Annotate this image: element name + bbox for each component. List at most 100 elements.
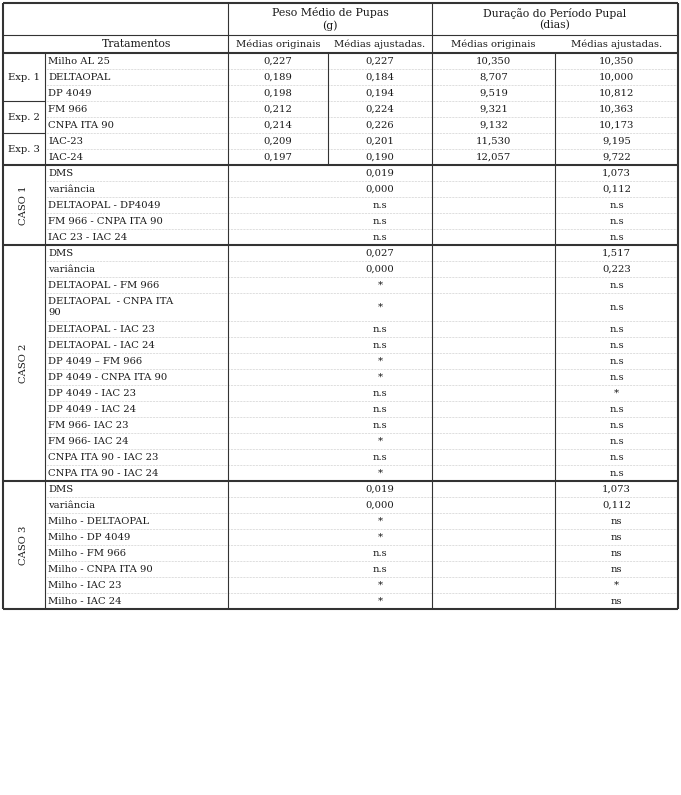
- Text: Milho - IAC 24: Milho - IAC 24: [48, 596, 122, 606]
- Text: 9,519: 9,519: [479, 88, 508, 98]
- Text: n.s: n.s: [609, 421, 624, 429]
- Text: 0,227: 0,227: [366, 56, 394, 65]
- Text: Peso Médio de Pupas
(g): Peso Médio de Pupas (g): [272, 7, 388, 31]
- Text: 1,073: 1,073: [602, 169, 631, 177]
- Text: Milho AL 25: Milho AL 25: [48, 56, 110, 65]
- Text: DELTAOPAL - DP4049: DELTAOPAL - DP4049: [48, 200, 161, 210]
- Text: 0,223: 0,223: [602, 265, 631, 273]
- Text: n.s: n.s: [373, 232, 387, 242]
- Text: n.s: n.s: [609, 452, 624, 462]
- Text: DELTAOPAL - IAC 24: DELTAOPAL - IAC 24: [48, 340, 155, 350]
- Text: DMS: DMS: [48, 484, 73, 494]
- Text: variância: variância: [48, 265, 95, 273]
- Text: 10,812: 10,812: [599, 88, 634, 98]
- Text: 10,363: 10,363: [599, 104, 634, 114]
- Text: Milho - DP 4049: Milho - DP 4049: [48, 533, 130, 541]
- Text: n.s: n.s: [609, 216, 624, 226]
- Text: 0,224: 0,224: [366, 104, 394, 114]
- Text: CASO 1: CASO 1: [20, 185, 29, 225]
- Text: CASO 3: CASO 3: [20, 525, 29, 564]
- Text: 0,000: 0,000: [366, 501, 394, 510]
- Text: FM 966 - CNPA ITA 90: FM 966 - CNPA ITA 90: [48, 216, 163, 226]
- Text: *: *: [377, 281, 383, 289]
- Text: 0,226: 0,226: [366, 121, 394, 130]
- Text: 9,132: 9,132: [479, 121, 508, 130]
- Text: 12,057: 12,057: [476, 153, 511, 161]
- Text: n.s: n.s: [609, 303, 624, 312]
- Text: CNPA ITA 90: CNPA ITA 90: [48, 121, 114, 130]
- Text: 10,173: 10,173: [599, 121, 634, 130]
- Text: DP 4049 - CNPA ITA 90: DP 4049 - CNPA ITA 90: [48, 373, 168, 382]
- Text: IAC 23 - IAC 24: IAC 23 - IAC 24: [48, 232, 127, 242]
- Text: 0,189: 0,189: [264, 72, 292, 82]
- Text: DP 4049 – FM 966: DP 4049 – FM 966: [48, 356, 142, 366]
- Text: 0,227: 0,227: [264, 56, 292, 65]
- Text: 0,212: 0,212: [264, 104, 292, 114]
- Text: 9,321: 9,321: [479, 104, 508, 114]
- Text: Milho - FM 966: Milho - FM 966: [48, 549, 126, 557]
- Text: 1,073: 1,073: [602, 484, 631, 494]
- Text: 0,112: 0,112: [602, 184, 631, 193]
- Text: n.s: n.s: [373, 389, 387, 398]
- Text: Milho - DELTAOPAL: Milho - DELTAOPAL: [48, 517, 149, 525]
- Text: IAC-24: IAC-24: [48, 153, 83, 161]
- Text: ns: ns: [611, 549, 622, 557]
- Text: n.s: n.s: [373, 564, 387, 573]
- Text: n.s: n.s: [373, 452, 387, 462]
- Text: 0,027: 0,027: [366, 249, 394, 258]
- Text: variância: variância: [48, 184, 95, 193]
- Text: DELTAOPAL - FM 966: DELTAOPAL - FM 966: [48, 281, 159, 289]
- Text: *: *: [377, 468, 383, 478]
- Text: 0,201: 0,201: [366, 137, 394, 145]
- Text: DMS: DMS: [48, 249, 73, 258]
- Text: n.s: n.s: [609, 200, 624, 210]
- Text: n.s: n.s: [609, 232, 624, 242]
- Text: Médias ajustadas.: Médias ajustadas.: [334, 39, 426, 48]
- Text: n.s: n.s: [609, 324, 624, 333]
- Text: n.s: n.s: [373, 405, 387, 413]
- Text: 0,112: 0,112: [602, 501, 631, 510]
- Text: n.s: n.s: [609, 468, 624, 478]
- Text: DELTAOPAL - IAC 23: DELTAOPAL - IAC 23: [48, 324, 155, 333]
- Text: 10,350: 10,350: [599, 56, 634, 65]
- Text: *: *: [614, 389, 619, 398]
- Text: Milho - CNPA ITA 90: Milho - CNPA ITA 90: [48, 564, 153, 573]
- Text: Exp. 1: Exp. 1: [8, 72, 40, 82]
- Text: ns: ns: [611, 533, 622, 541]
- Text: 0,197: 0,197: [264, 153, 292, 161]
- Text: CNPA ITA 90 - IAC 23: CNPA ITA 90 - IAC 23: [48, 452, 159, 462]
- Text: 9,195: 9,195: [602, 137, 631, 145]
- Text: 0,194: 0,194: [366, 88, 394, 98]
- Text: *: *: [377, 373, 383, 382]
- Text: 10,350: 10,350: [476, 56, 511, 65]
- Text: *: *: [377, 517, 383, 525]
- Text: Exp. 3: Exp. 3: [8, 145, 40, 153]
- Text: DP 4049: DP 4049: [48, 88, 92, 98]
- Text: n.s: n.s: [373, 340, 387, 350]
- Text: DP 4049 - IAC 23: DP 4049 - IAC 23: [48, 389, 136, 398]
- Text: n.s: n.s: [609, 356, 624, 366]
- Text: n.s: n.s: [609, 373, 624, 382]
- Text: DP 4049 - IAC 24: DP 4049 - IAC 24: [48, 405, 136, 413]
- Text: variância: variância: [48, 501, 95, 510]
- Text: DELTAOPAL  - CNPA ITA
90: DELTAOPAL - CNPA ITA 90: [48, 297, 173, 316]
- Text: DELTAOPAL: DELTAOPAL: [48, 72, 110, 82]
- Text: n.s: n.s: [373, 324, 387, 333]
- Text: n.s: n.s: [609, 405, 624, 413]
- Text: 0,214: 0,214: [264, 121, 293, 130]
- Text: *: *: [377, 356, 383, 366]
- Text: DMS: DMS: [48, 169, 73, 177]
- Text: 0,198: 0,198: [264, 88, 292, 98]
- Text: 11,530: 11,530: [476, 137, 511, 145]
- Text: 1,517: 1,517: [602, 249, 631, 258]
- Text: n.s: n.s: [373, 200, 387, 210]
- Text: ns: ns: [611, 596, 622, 606]
- Text: n.s: n.s: [373, 421, 387, 429]
- Text: *: *: [377, 436, 383, 445]
- Text: 0,000: 0,000: [366, 265, 394, 273]
- Text: Milho - IAC 23: Milho - IAC 23: [48, 580, 121, 590]
- Text: FM 966- IAC 23: FM 966- IAC 23: [48, 421, 129, 429]
- Text: Duração do Período Pupal
(dias): Duração do Período Pupal (dias): [484, 7, 627, 30]
- Text: 0,184: 0,184: [366, 72, 394, 82]
- Text: IAC-23: IAC-23: [48, 137, 83, 145]
